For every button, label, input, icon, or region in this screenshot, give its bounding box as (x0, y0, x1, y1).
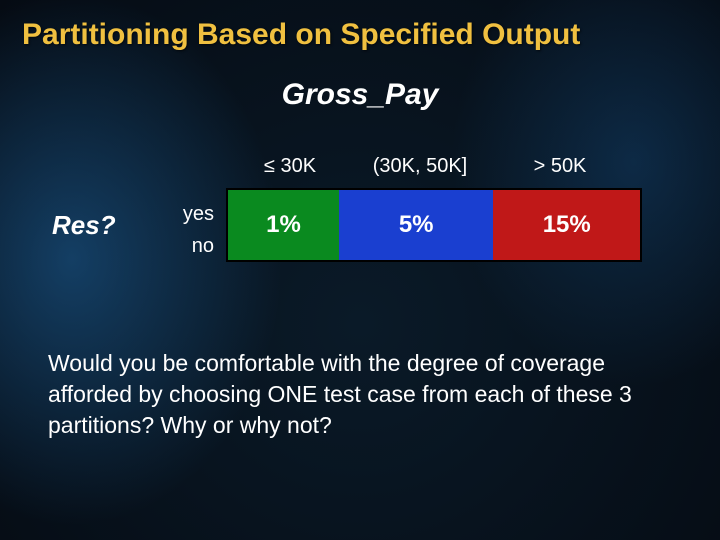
partition-table: 1% 5% 15% (226, 188, 642, 262)
slide: Partitioning Based on Specified Output G… (0, 0, 720, 540)
col-header-1: ≤ 30K (240, 155, 340, 178)
cell-2: 5% (339, 190, 494, 260)
row-axis-label: Res? (52, 210, 116, 241)
slide-title: Partitioning Based on Specified Output (0, 0, 720, 60)
col-header-3: > 50K (500, 155, 620, 178)
cell-1: 1% (228, 190, 339, 260)
row-header-2: no (164, 230, 214, 262)
question-text: Would you be comfortable with the degree… (48, 348, 672, 441)
cell-3: 15% (493, 190, 640, 260)
column-headers: ≤ 30K (30K, 50K] > 50K (240, 155, 620, 178)
column-axis-label: Gross_Pay (180, 78, 540, 112)
row-headers: yes no (164, 198, 214, 262)
col-header-2: (30K, 50K] (340, 155, 500, 178)
row-header-1: yes (164, 198, 214, 230)
